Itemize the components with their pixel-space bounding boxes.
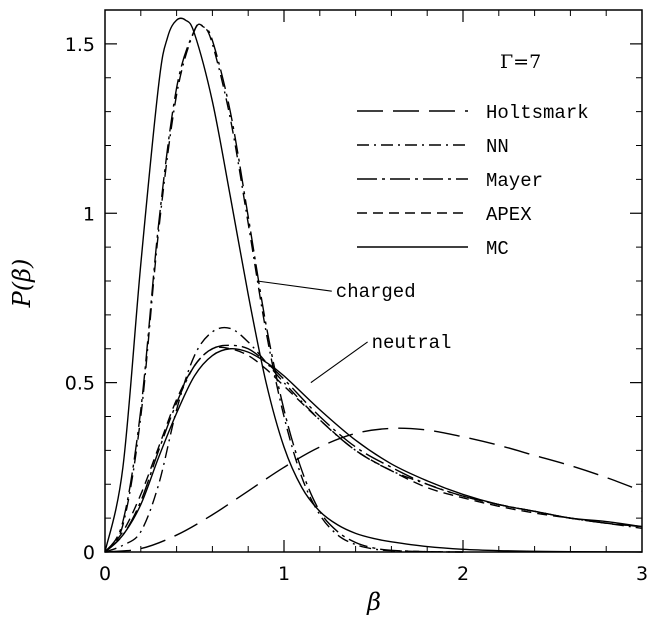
nn-neutral-curve (104, 326, 643, 553)
mayer-charged-curve (104, 23, 464, 553)
annotation-leader (257, 280, 332, 292)
legend-label: Mayer (486, 170, 543, 192)
axis-ticks: 0 1 2 3 0 0.5 1 1.5 (65, 9, 648, 585)
mc-charged-curve (104, 17, 643, 553)
legend-label: APEX (486, 204, 532, 226)
mc-neutral-curve (104, 347, 643, 553)
y-axis-title: P(β) (8, 259, 36, 309)
annotation-label: charged (336, 281, 416, 303)
legend-label: NN (486, 136, 509, 158)
x-tick-label: 2 (457, 563, 469, 585)
legend: Γ=7 Holtsmark NN Mayer APEX MC (357, 51, 589, 260)
y-tick-label: 0.5 (65, 373, 95, 395)
x-tick-label: 3 (636, 563, 648, 585)
x-tick-label: 0 (99, 563, 111, 585)
y-tick-label: 1 (83, 203, 95, 225)
x-tick-label: 1 (278, 563, 290, 585)
holtsmark-curve (104, 427, 643, 553)
curves (104, 17, 643, 553)
legend-title: Γ=7 (500, 51, 541, 73)
apex-neutral-curve (104, 346, 643, 553)
legend-label: Holtsmark (486, 102, 589, 124)
y-tick-label: 0 (83, 542, 95, 564)
annotation-label: neutral (372, 332, 452, 354)
annotations: charged neutral (257, 280, 452, 384)
mayer-neutral-curve (104, 344, 643, 553)
legend-label: MC (486, 238, 509, 260)
x-axis-title: β (366, 588, 381, 616)
y-tick-label: 1.5 (65, 34, 95, 56)
annotation-leader (310, 341, 368, 384)
